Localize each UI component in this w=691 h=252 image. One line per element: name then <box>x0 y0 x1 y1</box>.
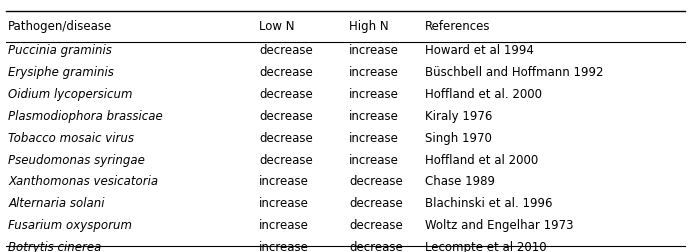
Text: decrease: decrease <box>349 241 403 252</box>
Text: increase: increase <box>349 66 399 79</box>
Text: Oidium lycopersicum: Oidium lycopersicum <box>8 88 133 101</box>
Text: Büschbell and Hoffmann 1992: Büschbell and Hoffmann 1992 <box>425 66 603 79</box>
Text: decrease: decrease <box>259 44 313 57</box>
Text: Botrytis cinerea: Botrytis cinerea <box>8 241 102 252</box>
Text: Chase 1989: Chase 1989 <box>425 175 495 188</box>
Text: Lecompte et al 2010: Lecompte et al 2010 <box>425 241 547 252</box>
Text: Hoffland et al 2000: Hoffland et al 2000 <box>425 153 538 167</box>
Text: Woltz and Engelhar 1973: Woltz and Engelhar 1973 <box>425 219 574 232</box>
Text: decrease: decrease <box>259 153 313 167</box>
Text: increase: increase <box>349 110 399 123</box>
Text: decrease: decrease <box>259 88 313 101</box>
Text: Xanthomonas vesicatoria: Xanthomonas vesicatoria <box>8 175 158 188</box>
Text: decrease: decrease <box>259 132 313 145</box>
Text: Low N: Low N <box>259 20 294 33</box>
Text: increase: increase <box>349 44 399 57</box>
Text: decrease: decrease <box>349 219 403 232</box>
Text: Fusarium oxysporum: Fusarium oxysporum <box>8 219 132 232</box>
Text: Erysiphe graminis: Erysiphe graminis <box>8 66 114 79</box>
Text: increase: increase <box>259 197 309 210</box>
Text: increase: increase <box>259 219 309 232</box>
Text: decrease: decrease <box>259 110 313 123</box>
Text: Hoffland et al. 2000: Hoffland et al. 2000 <box>425 88 542 101</box>
Text: Kiraly 1976: Kiraly 1976 <box>425 110 493 123</box>
Text: Plasmodiophora brassicae: Plasmodiophora brassicae <box>8 110 163 123</box>
Text: increase: increase <box>259 241 309 252</box>
Text: Alternaria solani: Alternaria solani <box>8 197 105 210</box>
Text: Howard et al 1994: Howard et al 1994 <box>425 44 534 57</box>
Text: decrease: decrease <box>259 66 313 79</box>
Text: increase: increase <box>349 153 399 167</box>
Text: High N: High N <box>349 20 388 33</box>
Text: decrease: decrease <box>349 197 403 210</box>
Text: Pseudomonas syringae: Pseudomonas syringae <box>8 153 145 167</box>
Text: decrease: decrease <box>349 175 403 188</box>
Text: Singh 1970: Singh 1970 <box>425 132 492 145</box>
Text: Pathogen/disease: Pathogen/disease <box>8 20 113 33</box>
Text: Puccinia graminis: Puccinia graminis <box>8 44 112 57</box>
Text: Blachinski et al. 1996: Blachinski et al. 1996 <box>425 197 553 210</box>
Text: increase: increase <box>259 175 309 188</box>
Text: increase: increase <box>349 132 399 145</box>
Text: Tobacco mosaic virus: Tobacco mosaic virus <box>8 132 134 145</box>
Text: References: References <box>425 20 491 33</box>
Text: increase: increase <box>349 88 399 101</box>
